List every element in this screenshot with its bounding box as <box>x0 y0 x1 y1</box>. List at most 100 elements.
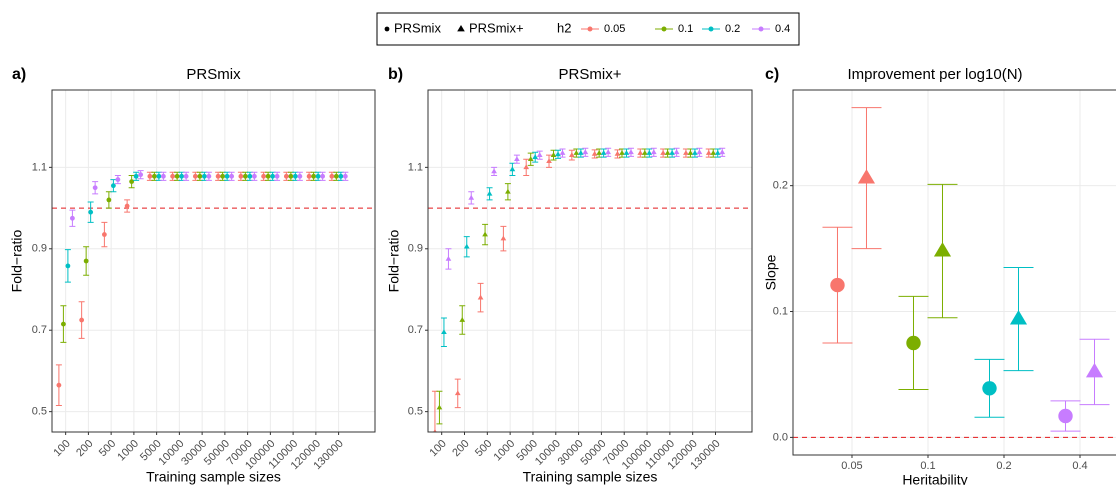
point <box>124 203 130 209</box>
point <box>669 150 675 155</box>
point <box>129 179 135 185</box>
point <box>705 150 712 155</box>
plot-area <box>793 90 1116 455</box>
panel-border <box>792 89 1116 456</box>
point <box>600 150 607 155</box>
point <box>1009 310 1028 325</box>
point <box>459 317 466 322</box>
point <box>283 173 289 179</box>
point <box>463 243 470 249</box>
y-axis-title: Slope <box>763 254 779 290</box>
legend-key <box>661 26 667 32</box>
point <box>170 173 176 179</box>
panel-label: a) <box>12 66 26 83</box>
x-axis-title: Training sample sizes <box>523 469 658 485</box>
legend-label: 0.1 <box>678 23 693 35</box>
point <box>292 173 298 179</box>
point <box>247 173 253 179</box>
point <box>220 173 226 179</box>
panel-background <box>52 90 375 432</box>
y-tick-label: 0.7 <box>408 324 423 336</box>
point <box>56 382 62 388</box>
point <box>482 231 488 237</box>
point <box>1058 408 1073 424</box>
y-tick-label: 1.1 <box>408 161 423 173</box>
point <box>224 173 230 179</box>
panel-background <box>428 90 752 432</box>
x-tick-label: 0.4 <box>1072 460 1087 472</box>
point <box>201 173 207 179</box>
point <box>696 149 703 155</box>
point <box>229 173 235 179</box>
point <box>573 150 580 155</box>
point <box>582 149 589 155</box>
legend-label: PRSmix <box>394 20 441 35</box>
point <box>454 390 461 396</box>
panel-border <box>51 89 376 433</box>
panel-label: c) <box>765 66 779 83</box>
point <box>151 173 157 179</box>
point <box>687 150 694 155</box>
point <box>433 429 437 432</box>
point <box>505 188 511 194</box>
panel-border <box>427 89 753 433</box>
point <box>523 164 530 170</box>
x-tick-label: 0.05 <box>841 460 862 472</box>
point <box>857 169 876 184</box>
point <box>550 152 557 157</box>
point <box>555 151 561 157</box>
x-tick-label: 1000 <box>115 438 141 464</box>
legend-label: 0.4 <box>775 23 790 35</box>
point <box>115 177 121 182</box>
point <box>509 166 516 172</box>
point <box>468 194 475 200</box>
point <box>637 150 644 155</box>
point <box>238 173 244 179</box>
point <box>486 190 493 196</box>
point <box>261 173 267 179</box>
point <box>174 173 180 179</box>
point <box>441 329 447 335</box>
point <box>274 173 280 179</box>
point <box>500 235 507 241</box>
point <box>650 149 657 155</box>
point <box>982 381 997 396</box>
point <box>436 404 443 410</box>
point <box>106 197 112 203</box>
plot-area <box>52 90 375 432</box>
panel-title: PRSmix <box>186 66 241 83</box>
point <box>306 173 312 179</box>
point <box>101 232 107 237</box>
point <box>206 173 212 179</box>
point <box>342 173 348 179</box>
point <box>527 156 534 162</box>
point <box>92 185 98 191</box>
point <box>147 173 153 179</box>
point <box>65 263 71 269</box>
x-tick-label: 100 <box>51 438 72 459</box>
point <box>491 168 497 174</box>
point <box>559 150 566 155</box>
point <box>338 173 344 179</box>
legend-label: 0.05 <box>604 23 625 35</box>
point <box>384 26 390 32</box>
point <box>79 317 85 323</box>
plot-area <box>428 90 752 432</box>
point <box>577 150 584 155</box>
y-tick-label: 0.1 <box>773 305 788 317</box>
point <box>692 150 698 155</box>
point <box>160 173 166 179</box>
point <box>641 150 648 155</box>
point <box>183 173 189 179</box>
point <box>683 150 689 155</box>
y-tick-label: 0.9 <box>408 243 423 255</box>
point <box>477 294 484 300</box>
x-axis-title: Training sample sizes <box>146 469 281 485</box>
x-tick-label: 200 <box>450 438 471 459</box>
point <box>546 158 552 164</box>
point <box>242 173 248 179</box>
y-tick-label: 0.0 <box>773 431 788 443</box>
point <box>532 154 539 159</box>
x-tick-label: 1000 <box>492 438 518 464</box>
point <box>591 150 598 156</box>
